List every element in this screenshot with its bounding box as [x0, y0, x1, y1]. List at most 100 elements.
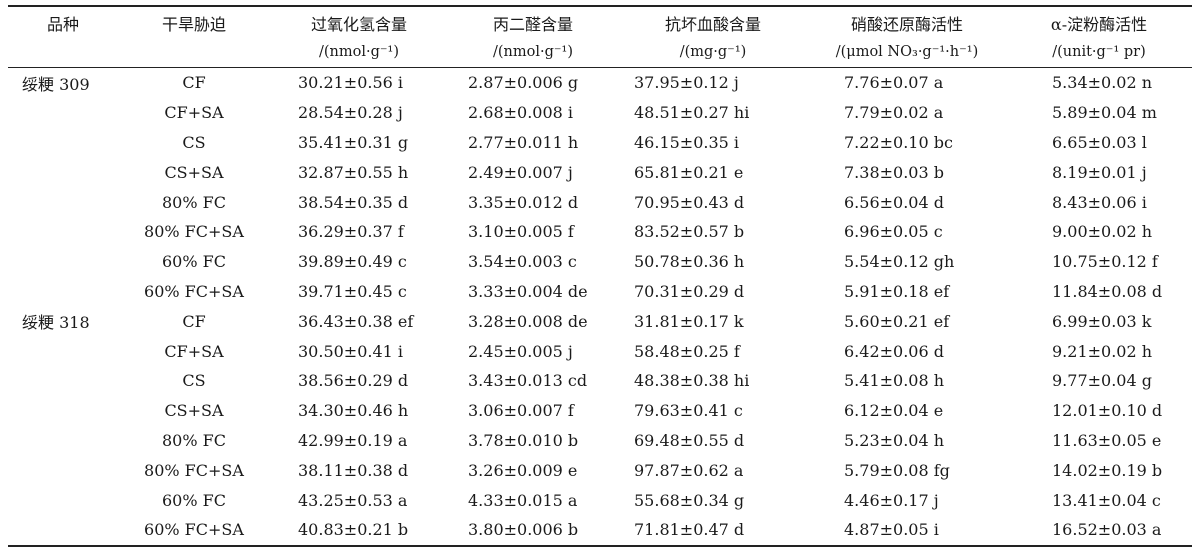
- cell-asa: 55.68±0.34 g: [634, 490, 745, 510]
- cell-h2o2: 28.54±0.28 j: [298, 103, 403, 123]
- cell-h2o2: 38.54±0.35 d: [298, 192, 409, 212]
- cell-asa: 50.78±0.36 h: [634, 252, 745, 272]
- cell-amylase: 9.00±0.02 h: [1052, 222, 1153, 242]
- table-row: 绥粳 309 CF 30.21±0.56 i 2.87±0.006 g 37.95±0.…: [8, 68, 1192, 98]
- cell-nr: 5.79±0.08 fg: [844, 460, 950, 480]
- cell-h2o2: 30.50±0.41 i: [298, 341, 404, 361]
- cell-mda: 4.33±0.015 a: [468, 490, 578, 510]
- header-variety: 品种: [8, 5, 118, 37]
- cell-nr: 7.76±0.07 a: [844, 73, 944, 93]
- table-row: CF+SA 28.54±0.28 j 2.68±0.008 i 48.51±0.27 …: [8, 98, 1192, 128]
- cell-mda: 3.80±0.006 b: [448, 514, 618, 547]
- cell-mda: 2.68±0.008 i: [468, 103, 574, 123]
- unit-stress-empty: [118, 37, 270, 68]
- cell-nr: 4.46±0.17 j: [844, 490, 939, 510]
- cell-mda: 2.45±0.005 j: [468, 341, 573, 361]
- cell-amylase: 9.77±0.04 g: [1052, 371, 1152, 391]
- cell-amylase: 5.89±0.04 m: [1052, 103, 1157, 123]
- cell-asa: 79.63±0.41 c: [634, 401, 743, 421]
- cell-h2o2: 39.89±0.49 c: [298, 252, 407, 272]
- cell-amylase: 5.34±0.02 n: [1052, 73, 1153, 93]
- cell-h2o2: 43.25±0.53 a: [298, 490, 408, 510]
- cell-amylase: 9.21±0.02 h: [1052, 341, 1153, 361]
- table-row: 60% FC 39.89±0.49 c 3.54±0.003 c 50.78±0.36…: [8, 247, 1192, 277]
- cell-variety: [8, 157, 118, 187]
- cell-amylase: 11.63±0.05 e: [1052, 430, 1162, 450]
- cell-mda: 3.10±0.005 f: [468, 222, 574, 242]
- cell-variety: [8, 128, 118, 158]
- cell-mda: 3.26±0.009 e: [468, 460, 578, 480]
- cell-asa: 70.31±0.29 d: [634, 281, 745, 301]
- cell-nr: 7.22±0.10 bc: [844, 132, 953, 152]
- cell-asa: 97.87±0.62 a: [634, 460, 744, 480]
- cell-variety: [8, 366, 118, 396]
- cell-variety: [8, 98, 118, 128]
- cell-nr: 6.12±0.04 e: [844, 401, 944, 421]
- cell-amylase: 16.52±0.03 a: [1006, 514, 1192, 547]
- cell-amylase: 10.75±0.12 f: [1052, 252, 1158, 272]
- table-row: CS+SA 32.87±0.55 h 2.49±0.007 j 65.81±0.21 …: [8, 157, 1192, 187]
- header-h2o2: 过氧化氢含量: [270, 5, 448, 37]
- cell-asa: 58.48±0.25 f: [634, 341, 740, 361]
- cell-asa: 70.95±0.43 d: [634, 192, 745, 212]
- unit-h2o2: /(nmol·g⁻¹): [270, 37, 448, 68]
- data-table: 品种 干旱胁迫 过氧化氢含量 丙二醛含量 抗坏血酸含量 硝酸还原酶活性 α-淀粉…: [8, 5, 1192, 547]
- cell-nr: 5.23±0.04 h: [844, 430, 945, 450]
- cell-mda: 2.77±0.011 h: [468, 132, 579, 152]
- cell-stress: CS+SA: [164, 401, 224, 421]
- table-row: 80% FC+SA 38.11±0.38 d 3.26±0.009 e 97.87±0…: [8, 455, 1192, 485]
- table-row: 80% FC 38.54±0.35 d 3.35±0.012 d 70.95±0.43…: [8, 187, 1192, 217]
- cell-variety: [8, 514, 118, 547]
- unit-asa: /(mg·g⁻¹): [618, 37, 808, 68]
- table-row: 80% FC 42.99±0.19 a 3.78±0.010 b 69.48±0.55…: [8, 426, 1192, 456]
- cell-amylase: 8.43±0.06 i: [1052, 192, 1147, 212]
- cell-asa: 37.95±0.12 j: [634, 73, 739, 93]
- unit-nr: /(μmol NO₃·g⁻¹·h⁻¹): [808, 37, 1006, 68]
- header-asa: 抗坏血酸含量: [618, 5, 808, 37]
- cell-nr: 5.41±0.08 h: [844, 371, 945, 391]
- cell-asa: 48.38±0.38 hi: [634, 371, 750, 391]
- table-row: 绥粳 318 CF 36.43±0.38 ef 3.28±0.008 de 31.81±…: [8, 306, 1192, 336]
- cell-variety: [8, 336, 118, 366]
- cell-mda: 3.43±0.013 cd: [468, 371, 588, 391]
- cell-h2o2: 39.71±0.45 c: [298, 281, 407, 301]
- cell-stress: 80% FC+SA: [144, 460, 244, 480]
- cell-stress: CS: [182, 132, 206, 152]
- cell-h2o2: 36.43±0.38 ef: [298, 311, 414, 331]
- cell-nr: 4.87±0.05 i: [808, 514, 1006, 547]
- cell-mda: 2.87±0.006 g: [468, 73, 579, 93]
- cell-asa: 31.81±0.17 k: [634, 311, 744, 331]
- table-row: CF+SA 30.50±0.41 i 2.45±0.005 j 58.48±0.25 …: [8, 336, 1192, 366]
- cell-variety: 绥粳 318: [22, 313, 90, 333]
- cell-nr: 5.60±0.21 ef: [844, 311, 950, 331]
- cell-amylase: 8.19±0.01 j: [1052, 162, 1147, 182]
- cell-variety: [8, 426, 118, 456]
- cell-mda: 2.49±0.007 j: [468, 162, 573, 182]
- cell-amylase: 14.02±0.19 b: [1052, 460, 1163, 480]
- table-row: 60% FC 43.25±0.53 a 4.33±0.015 a 55.68±0.34…: [8, 485, 1192, 515]
- cell-h2o2: 35.41±0.31 g: [298, 132, 409, 152]
- header-stress: 干旱胁迫: [118, 5, 270, 37]
- cell-mda: 3.28±0.008 de: [468, 311, 588, 331]
- cell-asa: 69.48±0.55 d: [634, 430, 745, 450]
- cell-h2o2: 34.30±0.46 h: [298, 401, 409, 421]
- cell-h2o2: 30.21±0.56 i: [298, 73, 404, 93]
- unit-variety-empty: [8, 37, 118, 68]
- cell-mda: 3.35±0.012 d: [468, 192, 579, 212]
- header-nr: 硝酸还原酶活性: [808, 5, 1006, 37]
- cell-stress: 60% FC: [162, 252, 226, 272]
- header-mda: 丙二醛含量: [448, 5, 618, 37]
- unit-mda: /(nmol·g⁻¹): [448, 37, 618, 68]
- cell-variety: [8, 187, 118, 217]
- table-row: 80% FC+SA 36.29±0.37 f 3.10±0.005 f 83.52±0…: [8, 217, 1192, 247]
- cell-variety: [8, 455, 118, 485]
- cell-stress: CF: [182, 73, 206, 93]
- cell-mda: 3.06±0.007 f: [468, 401, 574, 421]
- cell-amylase: 6.99±0.03 k: [1052, 311, 1152, 331]
- cell-mda: 3.78±0.010 b: [468, 430, 579, 450]
- cell-stress: 60% FC: [162, 490, 226, 510]
- cell-amylase: 11.84±0.08 d: [1052, 281, 1163, 301]
- data-table-container: 品种 干旱胁迫 过氧化氢含量 丙二醛含量 抗坏血酸含量 硝酸还原酶活性 α-淀粉…: [8, 5, 1192, 547]
- cell-stress: 80% FC+SA: [144, 222, 244, 242]
- header-row-units: /(nmol·g⁻¹) /(nmol·g⁻¹) /(mg·g⁻¹) /(μmol…: [8, 37, 1192, 68]
